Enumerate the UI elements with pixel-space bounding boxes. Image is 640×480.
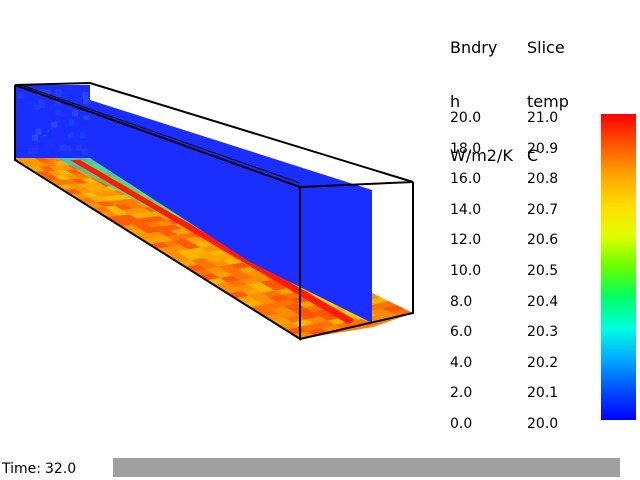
boundary-tick-label: 6.0	[450, 324, 473, 341]
slice-tick-label: 20.6	[527, 232, 559, 249]
boundary-tick-label: 12.0	[450, 232, 482, 249]
slice-tick-label: 20.7	[527, 201, 559, 218]
boundary-tick-label: 14.0	[450, 201, 482, 218]
slice-tick-label: 20.4	[527, 293, 559, 310]
boundary-tick-label: 18.0	[450, 140, 482, 157]
boundary-tick-label: 10.0	[450, 263, 482, 279]
boundary-legend-title: Bndry h W/m2/K	[450, 3, 513, 183]
boundary-tick-label: 20.0	[450, 110, 482, 126]
boundary-tick-label: 16.0	[450, 171, 482, 188]
slice-tick-label: 21.0	[527, 110, 559, 126]
boundary-title-line: h	[450, 92, 461, 111]
slice-tick-label: 20.0	[527, 416, 559, 432]
time-progress-bar[interactable]	[113, 458, 620, 477]
boundary-red-streak	[70, 160, 355, 324]
temperature-slice-pattern	[17, 89, 90, 155]
time-value: 32.0	[44, 461, 77, 477]
slice-tick-label: 20.8	[527, 171, 559, 188]
slice-tick-label: 20.3	[527, 324, 559, 341]
slice-tick-label: 20.5	[527, 263, 559, 279]
time-label: Time:	[2, 461, 41, 477]
slice-title-line: C	[527, 146, 539, 165]
boundary-tick-label: 4.0	[450, 354, 473, 371]
time-readout: Time: 32.0	[2, 461, 76, 477]
slice-legend-title: Slice temp C	[527, 3, 569, 183]
slice-tick-label: 20.9	[527, 140, 559, 157]
domain-box-outline	[14, 81, 414, 341]
boundary-tick-label: 0.0	[450, 416, 473, 432]
slice-tick-label: 20.1	[527, 385, 559, 402]
boundary-title-line: W/m2/K	[450, 146, 513, 165]
temperature-slice-plane	[15, 85, 372, 323]
colorbar	[601, 114, 636, 420]
slice-tick-label: 20.2	[527, 354, 559, 371]
boundary-title-line: Bndry	[450, 38, 498, 57]
slice-title-line: Slice	[527, 38, 565, 57]
boundary-tick-label: 2.0	[450, 385, 473, 402]
slice-title-line: temp	[527, 92, 569, 111]
boundary-tick-label: 8.0	[450, 293, 473, 310]
